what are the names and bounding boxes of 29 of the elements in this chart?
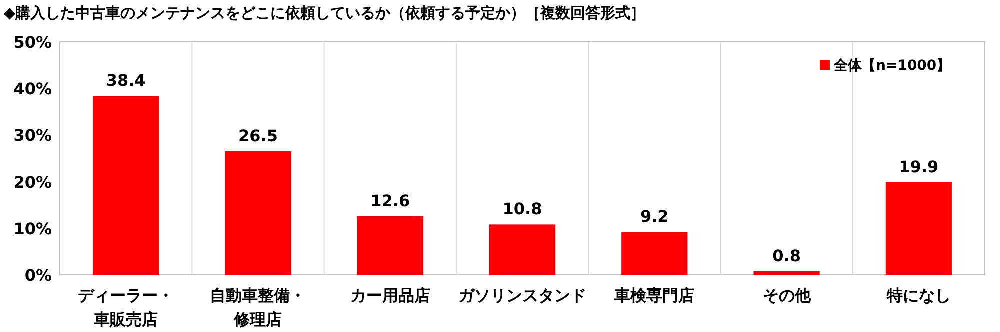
x-tick-label: カー用品店 <box>350 286 430 305</box>
x-tick-label: ディーラー・車販売店 <box>78 286 174 329</box>
y-tick-label: 10% <box>14 219 52 238</box>
data-label: 9.2 <box>640 207 669 226</box>
bar <box>489 224 556 275</box>
bar <box>93 96 160 275</box>
x-tick-label: 車検専門店 <box>614 286 695 305</box>
y-tick-label: 20% <box>14 172 52 192</box>
x-tick-label: ガソリンスタンド <box>458 286 586 305</box>
y-tick-label: 50% <box>14 33 52 52</box>
data-label: 19.9 <box>899 157 939 176</box>
bar <box>225 152 292 275</box>
data-label: 0.8 <box>772 246 801 266</box>
y-tick-label: 40% <box>14 80 52 99</box>
x-tick-label: その他 <box>762 286 812 305</box>
chart-title: ◆購入した中古車のメンテナンスをどこに依頼しているか（依頼する予定か）［複数回答形式］ <box>4 4 646 22</box>
y-tick-label: 30% <box>14 126 52 146</box>
bar <box>357 216 424 275</box>
data-label: 26.5 <box>238 126 278 146</box>
x-tick-label: 特になし <box>886 286 951 305</box>
x-tick-label: 自動車整備・修理店 <box>210 286 306 329</box>
bar <box>754 271 820 275</box>
data-label: 12.6 <box>370 191 410 210</box>
data-label: 10.8 <box>502 200 542 219</box>
legend-label: 全体【n=1000】 <box>833 58 951 74</box>
bar <box>886 182 952 275</box>
y-tick-label: 0% <box>24 266 52 285</box>
data-label: 38.4 <box>106 71 146 90</box>
bar <box>622 232 688 275</box>
